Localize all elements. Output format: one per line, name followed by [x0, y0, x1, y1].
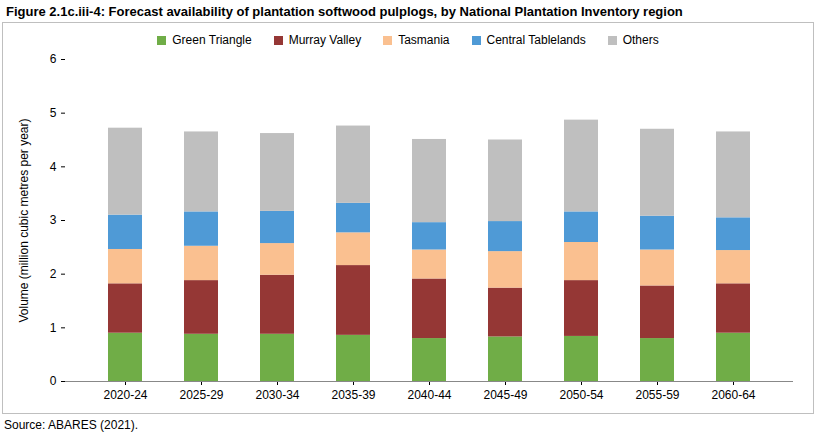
svg-text:2040-44: 2040-44: [407, 388, 451, 402]
svg-text:2060-64: 2060-64: [711, 388, 755, 402]
html-text:Tasmania: Tasmania: [398, 33, 450, 47]
svg-text:4: 4: [50, 160, 57, 174]
svg-text:1: 1: [50, 321, 57, 335]
svg-text:5: 5: [50, 106, 57, 120]
html-text:Figure 2.1c.iii-4: Forecast av: Figure 2.1c.iii-4: Forecast availability…: [6, 4, 683, 19]
svg-text:2030-34: 2030-34: [255, 388, 299, 402]
svg-text:2: 2: [50, 267, 57, 281]
svg-text:3: 3: [50, 213, 57, 227]
svg-text:2025-29: 2025-29: [179, 388, 223, 402]
html-text:Green Triangle: Green Triangle: [172, 33, 252, 47]
svg-text:2055-59: 2055-59: [635, 388, 679, 402]
svg-text:2020-24: 2020-24: [103, 388, 147, 402]
svg-text:2050-54: 2050-54: [559, 388, 603, 402]
html-text:Central Tablelands: Central Tablelands: [486, 33, 586, 47]
svg-text:2035-39: 2035-39: [331, 388, 375, 402]
html-text:Source: ABARES (2021).: Source: ABARES (2021).: [4, 418, 139, 432]
html-text:Others: Others: [622, 33, 659, 47]
svg-text:0: 0: [50, 374, 57, 388]
svg-text:2045-49: 2045-49: [483, 388, 527, 402]
svg-text:Volume (million cubic metres p: Volume (million cubic metres per year): [17, 118, 31, 322]
svg-text:6: 6: [50, 52, 57, 66]
html-text:Murray Valley: Murray Valley: [288, 33, 362, 47]
